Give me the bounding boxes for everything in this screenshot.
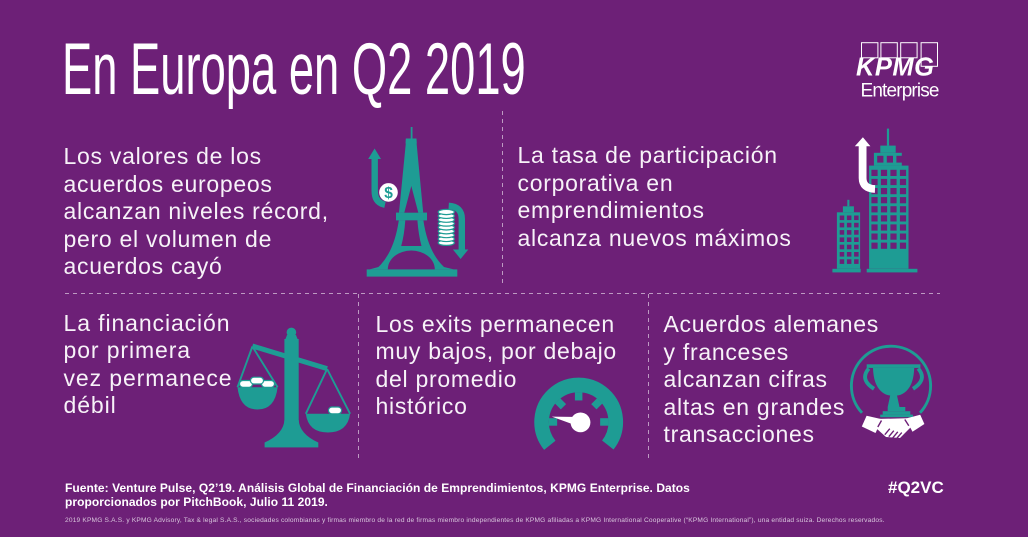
svg-text:$: $ [384, 185, 393, 202]
svg-text:Enterprise: Enterprise [861, 80, 940, 101]
svg-text:KPMG: KPMG [856, 53, 934, 81]
